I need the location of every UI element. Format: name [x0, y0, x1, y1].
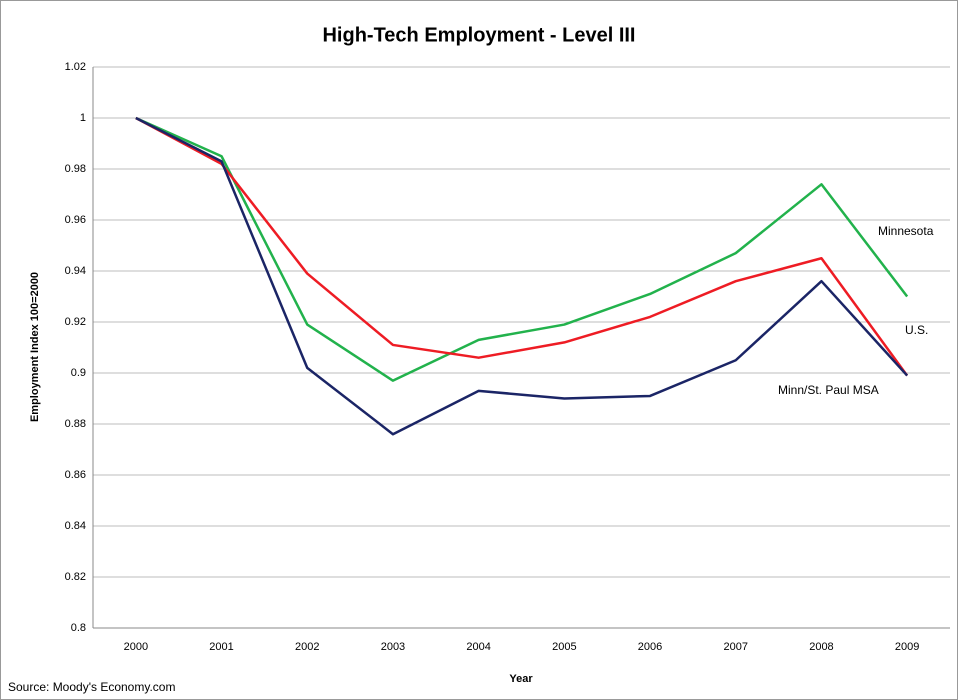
- series-line: [135, 116, 909, 377]
- y-tick-label: 1: [80, 112, 86, 124]
- y-tick-label: 0.82: [65, 571, 86, 583]
- y-tick-label: 0.8: [71, 622, 86, 634]
- y-tick-label: 0.86: [65, 469, 86, 481]
- series-line: [135, 116, 909, 382]
- x-tick-label: 2002: [295, 641, 319, 653]
- x-tick-label: 2007: [724, 641, 748, 653]
- y-tick-label: 0.9: [71, 367, 86, 379]
- series-label: Minn/St. Paul MSA: [778, 383, 879, 397]
- x-tick-label: 2005: [552, 641, 576, 653]
- y-tick-label: 0.96: [65, 214, 86, 226]
- x-axis-label: Year: [509, 673, 533, 685]
- x-tick-label: 2000: [124, 641, 148, 653]
- source-note: Source: Moody's Economy.com: [8, 680, 175, 694]
- series-line: [135, 116, 909, 436]
- x-tick-label: 2001: [209, 641, 233, 653]
- y-axis-label: Employment Index 100=2000: [29, 272, 41, 422]
- y-tick-label: 0.84: [65, 520, 86, 532]
- x-tick-label: 2003: [381, 641, 405, 653]
- y-tick-label: 1.02: [65, 61, 86, 73]
- y-tick-label: 0.92: [65, 316, 86, 328]
- x-tick-label: 2004: [466, 641, 490, 653]
- x-tick-label: 2006: [638, 641, 662, 653]
- series-label: Minnesota: [878, 224, 934, 238]
- x-tick-label: 2009: [895, 641, 919, 653]
- chart-title: High-Tech Employment - Level III: [322, 24, 635, 46]
- series-label: U.S.: [905, 323, 928, 337]
- y-tick-label: 0.88: [65, 418, 86, 430]
- y-tick-label: 0.98: [65, 163, 86, 175]
- x-tick-label: 2008: [809, 641, 833, 653]
- y-tick-label: 0.94: [65, 265, 86, 277]
